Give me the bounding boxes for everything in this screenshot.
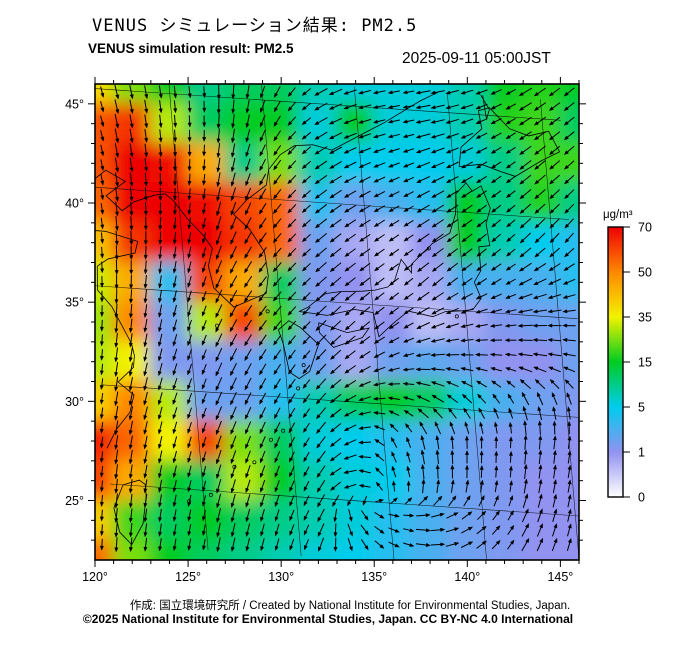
svg-text:130°: 130° — [268, 570, 294, 584]
colorbar-unit-label: μg/m³ — [603, 209, 633, 221]
svg-text:5: 5 — [638, 401, 645, 415]
svg-text:15: 15 — [638, 356, 652, 370]
svg-text:70: 70 — [638, 221, 652, 235]
svg-text:0: 0 — [638, 491, 645, 505]
svg-text:45°: 45° — [65, 97, 84, 111]
svg-text:30°: 30° — [65, 395, 84, 409]
svg-text:145°: 145° — [547, 570, 573, 584]
svg-text:140°: 140° — [454, 570, 480, 584]
title-japanese: VENUS シミュレーション結果: PM2.5 — [92, 16, 418, 36]
svg-text:25°: 25° — [65, 494, 84, 508]
svg-text:1: 1 — [638, 446, 645, 460]
svg-text:125°: 125° — [175, 570, 201, 584]
svg-text:120°: 120° — [82, 570, 108, 584]
svg-text:40°: 40° — [65, 197, 84, 211]
timestamp: 2025-09-11 05:00JST — [402, 50, 551, 67]
footer-credit: 作成: 国立環境研究所 / Created by National Instit… — [129, 600, 571, 612]
svg-text:35°: 35° — [65, 296, 84, 310]
svg-text:35: 35 — [638, 311, 652, 325]
title-english: VENUS simulation result: PM2.5 — [88, 41, 294, 56]
svg-text:50: 50 — [638, 266, 652, 280]
svg-text:135°: 135° — [361, 570, 387, 584]
footer-license: ©2025 National Institute for Environment… — [82, 612, 574, 626]
